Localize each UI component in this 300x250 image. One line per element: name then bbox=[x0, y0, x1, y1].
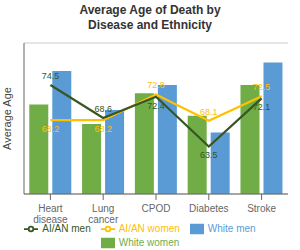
svg-text:72.4: 72.4 bbox=[147, 101, 165, 111]
svg-text:CPOD: CPOD bbox=[142, 203, 171, 214]
html-text:Average Age of Death by Diseas: Average Age of Death by Disease and Ethn… bbox=[79, 3, 221, 32]
svg-text:74.5: 74.5 bbox=[42, 71, 60, 81]
svg-text:Heartdisease: Heartdisease bbox=[33, 203, 68, 225]
svg-text:68.2: 68.2 bbox=[42, 124, 60, 134]
svg-text:63.5: 63.5 bbox=[200, 150, 218, 160]
svg-text:Diabetes: Diabetes bbox=[189, 203, 228, 214]
html-text:AI/AN men: AI/AN men bbox=[42, 222, 91, 234]
svg-text:Lungcancer: Lungcancer bbox=[88, 203, 119, 225]
svg-text:68.6: 68.6 bbox=[94, 104, 112, 114]
svg-text:68.2: 68.2 bbox=[94, 124, 112, 134]
svg-text:Stroke: Stroke bbox=[247, 203, 276, 214]
svg-text:72.8: 72.8 bbox=[147, 80, 165, 90]
html-text:White women: White women bbox=[118, 236, 180, 248]
svg-text:68.1: 68.1 bbox=[200, 107, 218, 117]
svg-text:72.5: 72.5 bbox=[253, 82, 271, 92]
svg-text:Average Age: Average Age bbox=[8, 87, 13, 150]
html-text:AI/AN women: AI/AN women bbox=[118, 222, 180, 234]
html-text:White men: White men bbox=[207, 222, 256, 234]
svg-text:72.1: 72.1 bbox=[253, 102, 271, 112]
